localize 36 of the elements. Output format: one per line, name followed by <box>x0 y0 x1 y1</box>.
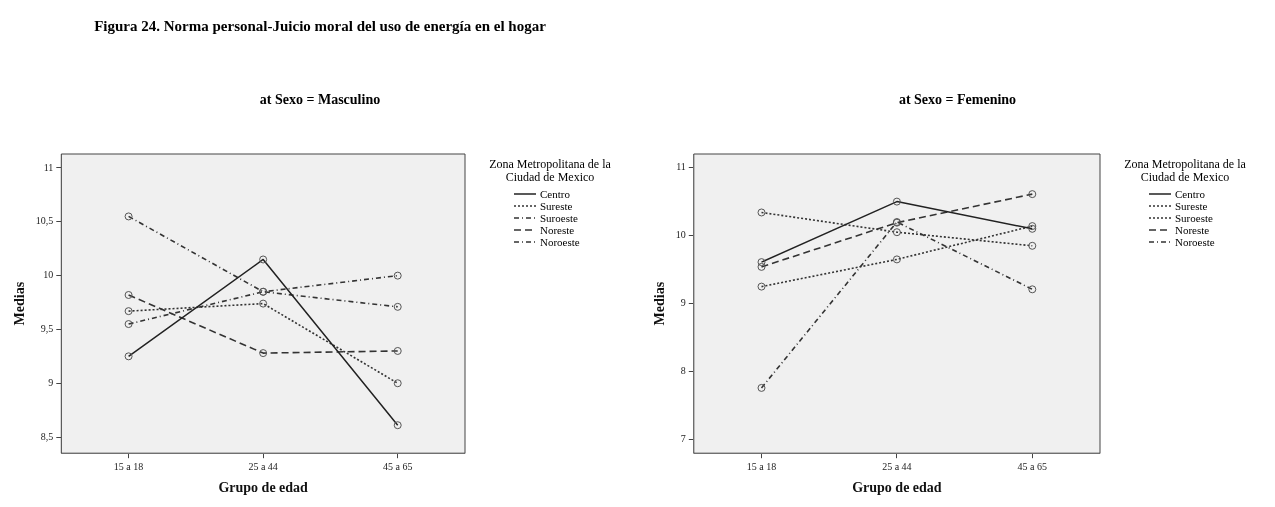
legend-label: Noroeste <box>1175 236 1215 248</box>
x-tick-label: 45 a 65 <box>1017 460 1048 472</box>
y-tick-label: 10 <box>675 229 686 241</box>
legend-label: Noreste <box>1175 224 1210 236</box>
chart-subtitle: at Sexo = Femenino <box>897 92 1018 108</box>
y-tick-label: 8 <box>680 365 686 377</box>
y-tick-label: 9,5 <box>40 323 54 335</box>
legend-label: Suroeste <box>1175 212 1213 224</box>
x-tick-label: 25 a 44 <box>248 460 278 472</box>
y-tick-label: 10 <box>43 269 54 281</box>
y-axis-title: Medias <box>12 281 28 326</box>
chart-title: Figura 24. Norma personal-Juicio moral del uso de energía en el hogar <box>93 18 547 35</box>
x-tick-label: 25 a 44 <box>882 460 912 472</box>
y-tick-label: 9 <box>48 376 54 388</box>
y-tick-label: 9 <box>680 297 686 309</box>
legend-title: Zona Metropolitana de la Ciudad de Mexico <box>488 157 612 184</box>
legend-label: Sureste <box>1175 200 1208 212</box>
y-tick-label: 7 <box>680 433 686 445</box>
legend-label: Sureste <box>540 200 573 212</box>
x-tick-label: 15 a 18 <box>113 460 144 472</box>
y-tick-label: 10,5 <box>35 215 54 227</box>
x-axis-title: Grupo de edad <box>852 480 942 496</box>
legend-label: Centro <box>1175 188 1205 200</box>
y-axis-title: Medias <box>652 281 668 326</box>
legend-label: Suroeste <box>540 212 578 224</box>
x-tick-label: 15 a 18 <box>746 460 777 472</box>
x-tick-label: 45 a 65 <box>382 460 413 472</box>
y-tick-label: 11 <box>43 161 54 173</box>
legend-label: Centro <box>540 188 570 200</box>
chart-subtitle: at Sexo = Masculino <box>258 92 382 108</box>
legend-label: Noroeste <box>540 236 580 248</box>
y-tick-label: 8,5 <box>40 430 54 442</box>
x-axis-title: Grupo de edad <box>218 480 309 496</box>
legend-label: Noreste <box>540 224 575 236</box>
legend-title: Zona Metropolitana de la Ciudad de Mexico <box>1123 157 1247 184</box>
y-tick-label: 11 <box>676 161 686 173</box>
